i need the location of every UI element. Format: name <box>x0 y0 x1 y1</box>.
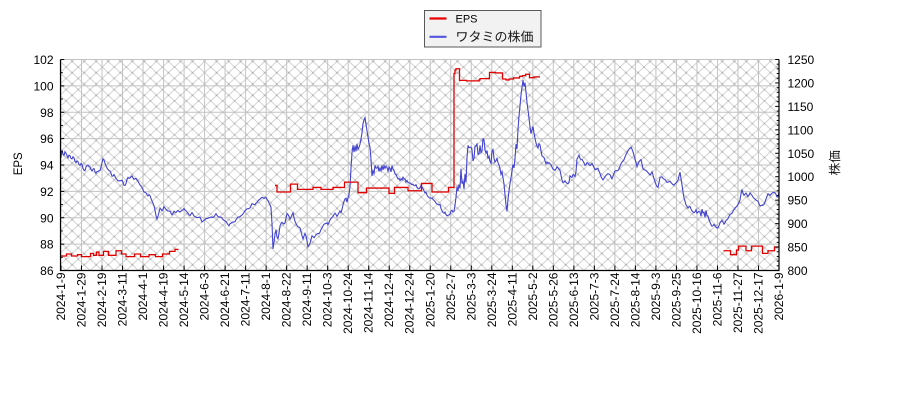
svg-text:1050: 1050 <box>788 147 815 161</box>
svg-text:2024-4-19: 2024-4-19 <box>157 272 171 327</box>
svg-text:100: 100 <box>33 79 53 93</box>
svg-text:2025-7-3: 2025-7-3 <box>587 272 601 320</box>
svg-text:1000: 1000 <box>788 170 815 184</box>
svg-text:2024-12-4: 2024-12-4 <box>382 272 396 327</box>
svg-text:1150: 1150 <box>788 100 814 114</box>
svg-text:2025-8-14: 2025-8-14 <box>628 272 642 327</box>
svg-text:96: 96 <box>40 132 54 146</box>
svg-text:2024-7-11: 2024-7-11 <box>239 272 253 326</box>
svg-text:90: 90 <box>40 211 54 225</box>
svg-text:2024-8-22: 2024-8-22 <box>280 272 294 327</box>
svg-text:EPS: EPS <box>13 152 25 175</box>
svg-text:2024-5-14: 2024-5-14 <box>177 272 191 327</box>
svg-text:2024-2-19: 2024-2-19 <box>95 272 109 327</box>
svg-text:1200: 1200 <box>788 76 815 90</box>
svg-text:2025-2-7: 2025-2-7 <box>444 272 458 320</box>
svg-text:2024-10-24: 2024-10-24 <box>341 272 355 334</box>
svg-text:2025-3-3: 2025-3-3 <box>464 272 478 320</box>
svg-text:2025-11-6: 2025-11-6 <box>710 272 724 326</box>
svg-text:2025-6-13: 2025-6-13 <box>567 272 581 327</box>
svg-text:1100: 1100 <box>788 123 814 137</box>
svg-text:2025-10-16: 2025-10-16 <box>690 272 704 334</box>
svg-text:2024-1-29: 2024-1-29 <box>75 272 89 327</box>
svg-text:950: 950 <box>788 194 808 208</box>
svg-text:2024-12-24: 2024-12-24 <box>403 272 417 334</box>
svg-text:2024-11-14: 2024-11-14 <box>362 272 376 333</box>
svg-text:2025-11-27: 2025-11-27 <box>731 272 745 333</box>
svg-text:2025-9-3: 2025-9-3 <box>649 272 663 320</box>
svg-text:2024-8-1: 2024-8-1 <box>259 272 273 320</box>
svg-text:94: 94 <box>40 159 54 173</box>
svg-text:EPS: EPS <box>456 14 478 26</box>
svg-text:92: 92 <box>40 185 54 199</box>
svg-text:2025-4-11: 2025-4-11 <box>505 272 519 326</box>
svg-text:88: 88 <box>40 238 54 252</box>
svg-text:2024-1-9: 2024-1-9 <box>54 272 68 320</box>
svg-text:800: 800 <box>788 264 808 278</box>
svg-text:2024-10-3: 2024-10-3 <box>321 272 335 327</box>
svg-text:2025-3-24: 2025-3-24 <box>485 272 499 327</box>
svg-text:2024-3-11: 2024-3-11 <box>116 272 130 326</box>
svg-text:2024-6-3: 2024-6-3 <box>198 272 212 320</box>
svg-text:2024-9-11: 2024-9-11 <box>300 272 314 326</box>
svg-text:102: 102 <box>33 53 53 67</box>
svg-text:2025-1-20: 2025-1-20 <box>423 272 437 327</box>
svg-text:2024-6-21: 2024-6-21 <box>218 272 232 327</box>
svg-text:850: 850 <box>788 241 808 255</box>
svg-text:2025-5-26: 2025-5-26 <box>546 272 560 327</box>
svg-text:2026-1-9: 2026-1-9 <box>772 272 786 320</box>
svg-text:2025-5-2: 2025-5-2 <box>526 272 540 320</box>
svg-text:2025-12-17: 2025-12-17 <box>751 272 765 334</box>
svg-text:98: 98 <box>40 106 54 120</box>
svg-text:1250: 1250 <box>788 53 815 67</box>
svg-text:2025-9-25: 2025-9-25 <box>669 272 683 327</box>
svg-text:2024-4-1: 2024-4-1 <box>136 272 150 320</box>
svg-text:86: 86 <box>40 264 54 278</box>
svg-text:2025-7-24: 2025-7-24 <box>608 272 622 327</box>
svg-text:900: 900 <box>788 217 808 231</box>
